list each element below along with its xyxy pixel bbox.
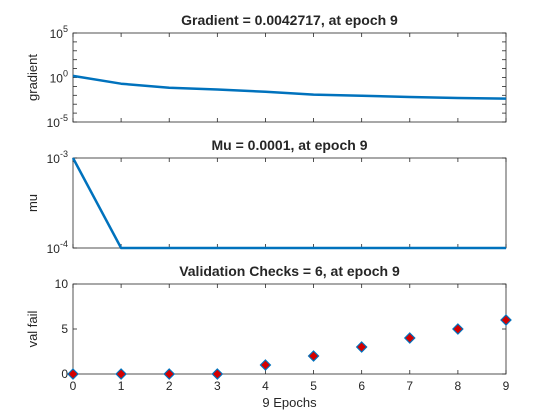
x-axis-label: 9 Epochs (262, 395, 317, 410)
y-axis-label: mu (25, 194, 40, 212)
axes-box (72, 32, 507, 123)
data-point-marker (163, 368, 176, 380)
data-point-marker (307, 350, 320, 362)
x-tick-label: 3 (214, 379, 221, 393)
x-tick-label: 2 (166, 379, 173, 393)
y-tick-label: 5 (61, 322, 68, 336)
subplot-3: Validation Checks = 6, at epoch 9 val fai… (25, 263, 512, 410)
x-tick-label: 5 (310, 379, 317, 393)
x-tick-label: 9 (503, 379, 510, 393)
chart-title: Validation Checks = 6, at epoch 9 (179, 263, 400, 279)
x-tick-label: 0 (70, 379, 77, 393)
x-tick-label: 4 (262, 379, 269, 393)
x-tick-label: 1 (118, 379, 125, 393)
data-point-marker (452, 323, 464, 335)
axes-box (72, 157, 507, 249)
data-point-marker (355, 341, 368, 353)
y-tick-label: 100 (50, 69, 68, 86)
subplot-2: Mu = 0.0001, at epoch 9 mu 10-3 10-4 (25, 137, 507, 256)
subplot-1: Gradient = 0.0042717, at epoch 9 gradient… (25, 12, 507, 130)
y-tick-label: 10-4 (47, 239, 68, 256)
y-axis-label: val fail (25, 310, 40, 347)
x-tick-label: 8 (455, 379, 462, 393)
x-tick-label: 7 (406, 379, 413, 393)
axes-box (72, 283, 507, 375)
series-line (71, 157, 506, 250)
data-point-marker (115, 368, 127, 380)
y-tick-label: 10-5 (47, 113, 68, 130)
series-line (72, 74, 507, 100)
chart-title: Mu = 0.0001, at epoch 9 (211, 137, 367, 153)
y-tick-label: 10-3 (47, 149, 68, 166)
data-point-marker (259, 359, 272, 371)
data-point-marker (500, 314, 512, 326)
data-point-marker (211, 368, 224, 380)
y-tick-label: 0 (61, 367, 68, 381)
data-point-marker (403, 332, 416, 344)
data-point-marker (67, 368, 79, 380)
y-tick-label: 10 (55, 277, 69, 291)
y-tick-label: 105 (50, 24, 68, 41)
x-tick-label: 6 (358, 379, 365, 393)
y-axis-label: gradient (25, 54, 40, 101)
chart-title: Gradient = 0.0042717, at epoch 9 (181, 12, 398, 28)
